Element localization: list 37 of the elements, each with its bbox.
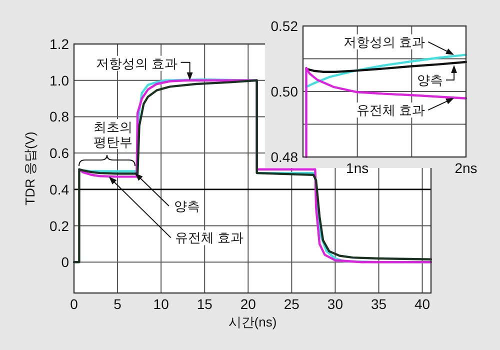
annotation: 유전체 효과 bbox=[174, 230, 244, 246]
y-tick-label: 0.48 bbox=[270, 149, 298, 165]
annotation: 유전체 효과 bbox=[354, 98, 454, 118]
y-tick-label: 0.8 bbox=[50, 108, 70, 125]
x-tick-label: 10 bbox=[153, 296, 170, 312]
annotation: 저항성의 효과 bbox=[96, 56, 178, 71]
annotation: 최초의 평탄부 bbox=[94, 119, 132, 149]
y-tick-label: 1.2 bbox=[50, 36, 70, 52]
line-series bbox=[305, 66, 468, 158]
y-tick-label: 0.4 bbox=[50, 181, 70, 198]
x-tick-label: 25 bbox=[284, 296, 300, 312]
annotation: 유전체 효과 bbox=[356, 102, 426, 118]
line-series bbox=[305, 54, 468, 88]
x-tick-label: 15 bbox=[196, 296, 213, 312]
annotation: 양측 bbox=[417, 72, 444, 88]
annotation: 저항성의 효과 bbox=[343, 34, 426, 50]
x-axis-title: 시간(ns) bbox=[228, 314, 277, 330]
x-tick-label: 20 bbox=[240, 296, 256, 312]
y-tick-label: 0.2 bbox=[50, 218, 70, 234]
x-tick-label: 2ns bbox=[454, 160, 478, 176]
x-tick-label: 30 bbox=[327, 296, 344, 312]
y-tick-label: 1.0 bbox=[50, 72, 70, 88]
annotation: 저항성의 효과 bbox=[94, 56, 193, 80]
y-tick-label: 0.6 bbox=[50, 145, 70, 162]
line-series bbox=[305, 60, 468, 73]
y-tick-label: 0 bbox=[61, 254, 70, 270]
annotation: 양측 bbox=[134, 173, 202, 214]
x-tick-label: 1ns bbox=[346, 160, 369, 176]
x-tick-label: 40 bbox=[414, 296, 430, 312]
annotation: 최초의 평탄부 bbox=[78, 119, 136, 166]
y-tick-label: 0.52 bbox=[270, 18, 298, 34]
y-tick-label: 0.50 bbox=[270, 84, 298, 100]
annotation: 양측 bbox=[415, 64, 458, 88]
y-axis-title: TDR 응답(V) bbox=[22, 132, 38, 206]
x-tick-label: 35 bbox=[370, 296, 387, 312]
annotation: 양측 bbox=[174, 198, 200, 214]
x-tick-label: 5 bbox=[114, 296, 122, 312]
